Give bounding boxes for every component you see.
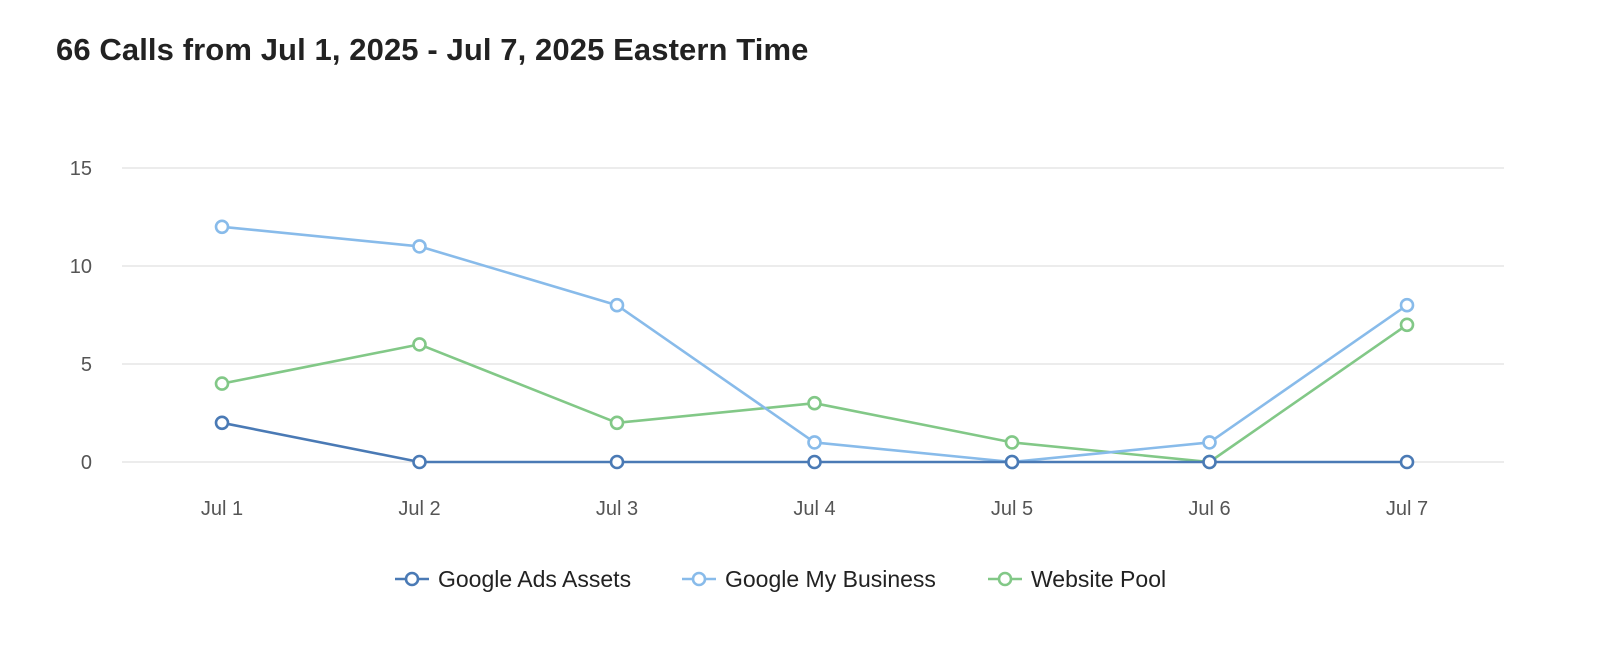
series-line-google-my-business — [220, 225, 1409, 464]
data-point-website-pool[interactable] — [1399, 317, 1415, 333]
grid-lines — [122, 167, 1504, 463]
x-tick-label: Jul 7 — [1386, 498, 1428, 520]
legend-item-google-my-business[interactable]: Google My Business — [682, 566, 936, 592]
data-point-google-ads-assets[interactable] — [807, 454, 822, 470]
legend-label: Google My Business — [725, 566, 936, 592]
y-axis-ticks: 0 5 10 15 — [70, 158, 92, 474]
data-point-website-pool[interactable] — [807, 395, 822, 411]
data-point-google-ads-assets[interactable] — [1004, 454, 1020, 470]
data-point-google-my-business[interactable] — [1399, 297, 1415, 313]
data-point-google-my-business[interactable] — [609, 297, 625, 313]
x-axis-ticks: Jul 1 Jul 2 Jul 3 Jul 4 Jul 5 Jul 6 Jul 7 — [201, 498, 1428, 520]
data-point-google-my-business[interactable] — [214, 219, 230, 235]
x-tick-label: Jul 2 — [398, 498, 440, 520]
data-point-google-ads-assets[interactable] — [412, 454, 427, 470]
legend-label: Website Pool — [1031, 566, 1166, 592]
legend-swatch-marker — [404, 571, 420, 587]
legend[interactable]: Google Ads Assets Google My Business Websi… — [395, 566, 1166, 592]
chart-title: 66 Calls from Jul 1, 2025 - Jul 7, 2025 … — [56, 32, 809, 67]
data-point-website-pool[interactable] — [412, 337, 427, 352]
y-tick-label: 0 — [81, 452, 92, 474]
data-point-google-ads-assets[interactable] — [609, 454, 625, 470]
x-tick-label: Jul 6 — [1188, 498, 1230, 520]
legend-item-google-ads-assets[interactable]: Google Ads Assets — [395, 566, 631, 592]
x-tick-label: Jul 3 — [596, 498, 638, 520]
y-tick-label: 10 — [70, 256, 92, 278]
data-point-website-pool[interactable] — [609, 415, 625, 431]
x-tick-label: Jul 4 — [793, 498, 835, 520]
data-point-google-ads-assets[interactable] — [214, 415, 230, 431]
data-point-website-pool[interactable] — [1004, 435, 1020, 450]
data-point-website-pool[interactable] — [214, 376, 230, 391]
legend-label: Google Ads Assets — [438, 566, 631, 592]
series-lines — [214, 219, 1415, 470]
legend-item-website-pool[interactable]: Website Pool — [988, 566, 1166, 592]
x-tick-label: Jul 5 — [991, 498, 1033, 520]
data-point-google-my-business[interactable] — [1202, 435, 1217, 450]
data-point-google-my-business[interactable] — [807, 435, 822, 450]
series-google-my-business — [214, 219, 1415, 470]
series-google-ads-assets — [214, 415, 1415, 470]
data-point-google-ads-assets[interactable] — [1399, 454, 1415, 470]
y-tick-label: 5 — [81, 354, 92, 376]
legend-swatch-marker — [691, 571, 707, 587]
legend-swatch-marker — [997, 571, 1013, 587]
data-point-google-my-business[interactable] — [412, 239, 427, 254]
x-tick-label: Jul 1 — [201, 498, 243, 520]
data-point-google-ads-assets[interactable] — [1202, 454, 1217, 470]
y-tick-label: 15 — [70, 158, 92, 180]
